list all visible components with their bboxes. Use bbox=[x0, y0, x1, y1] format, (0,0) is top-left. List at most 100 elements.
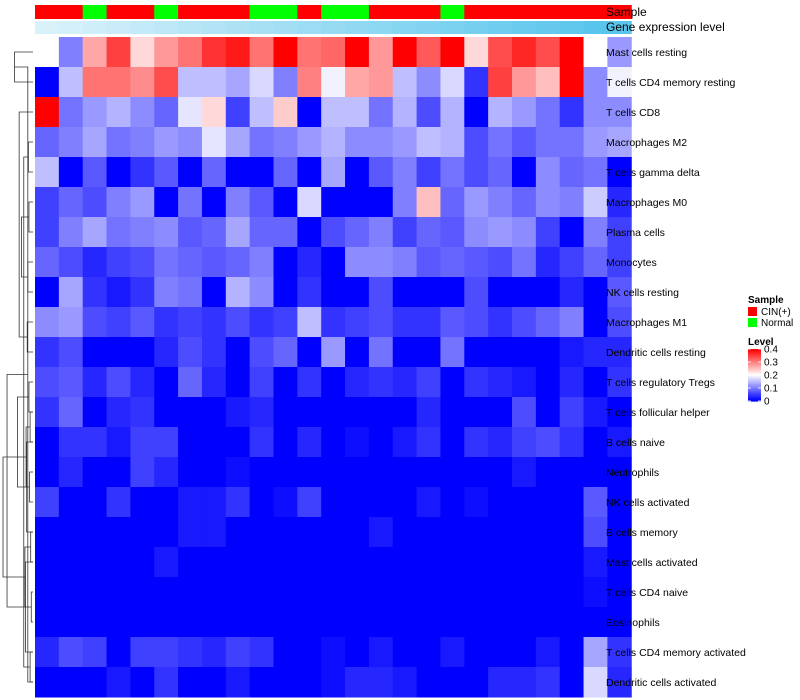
heatmap-cell bbox=[58, 277, 84, 308]
heatmap-cell bbox=[583, 217, 608, 248]
heatmap-cell bbox=[368, 127, 394, 158]
heatmap-cell bbox=[154, 127, 179, 158]
dendrogram-branch bbox=[18, 111, 33, 338]
heatmap-cell bbox=[249, 307, 274, 338]
heatmap-cell bbox=[35, 127, 60, 158]
heatmap-cell bbox=[225, 247, 251, 278]
heatmap-cell bbox=[35, 547, 60, 578]
heatmap-cell bbox=[249, 397, 274, 428]
heatmap-cell bbox=[35, 247, 60, 278]
heatmap-cell bbox=[130, 577, 155, 608]
heatmap-cell bbox=[464, 277, 489, 308]
heatmap-cell bbox=[607, 337, 632, 368]
sample-annotation-cell bbox=[225, 5, 251, 19]
heatmap-cell bbox=[392, 427, 418, 458]
sample-annotation-cell bbox=[535, 5, 561, 19]
heatmap-cell bbox=[321, 607, 346, 638]
gene-expression-annotation-cell bbox=[416, 21, 441, 34]
heatmap-cell bbox=[249, 457, 274, 488]
heatmap-cell bbox=[297, 367, 322, 398]
heatmap-cell bbox=[154, 667, 179, 698]
heatmap-cell bbox=[559, 427, 585, 458]
heatmap-cell bbox=[273, 247, 298, 278]
heatmap-cell bbox=[368, 577, 394, 608]
heatmap-cell bbox=[535, 67, 561, 98]
heatmap-cell bbox=[273, 307, 298, 338]
heatmap-cell bbox=[58, 247, 84, 278]
heatmap-cell bbox=[201, 457, 227, 488]
heatmap-cell bbox=[488, 367, 513, 398]
heatmap-cell bbox=[583, 667, 608, 698]
heatmap-cell bbox=[249, 487, 274, 518]
heatmap-cell bbox=[535, 367, 561, 398]
heatmap-cell bbox=[321, 127, 346, 158]
heatmap-cell bbox=[249, 607, 274, 638]
row-label: T cells CD8 bbox=[606, 107, 660, 119]
heatmap-cell bbox=[392, 367, 418, 398]
heatmap-cell bbox=[440, 637, 465, 668]
heatmap-cell bbox=[130, 97, 155, 128]
heatmap-cell bbox=[82, 157, 108, 188]
gene-expression-annotation-cell bbox=[559, 21, 585, 34]
heatmap-cell bbox=[35, 487, 60, 518]
heatmap-cell bbox=[178, 427, 203, 458]
heatmap-cell bbox=[368, 277, 394, 308]
heatmap-cell bbox=[225, 97, 251, 128]
level-legend-gradient-step bbox=[748, 362, 761, 364]
heatmap-cell bbox=[607, 457, 632, 488]
heatmap-cell bbox=[464, 487, 489, 518]
heatmap-cell bbox=[535, 37, 561, 68]
heatmap-cell bbox=[130, 457, 155, 488]
heatmap-cell bbox=[58, 577, 84, 608]
heatmap-cell bbox=[273, 427, 298, 458]
heatmap-cell bbox=[392, 277, 418, 308]
heatmap-cell bbox=[201, 547, 227, 578]
heatmap-cell bbox=[297, 67, 322, 98]
heatmap-cell bbox=[321, 37, 346, 68]
level-legend-gradient-step bbox=[748, 355, 761, 358]
gene-expression-annotation-cell bbox=[321, 21, 346, 34]
level-legend-tick-label: 0.3 bbox=[764, 358, 778, 369]
heatmap-cell bbox=[464, 67, 489, 98]
heatmap-cell bbox=[225, 37, 251, 68]
heatmap-cell bbox=[178, 577, 203, 608]
level-legend-gradient-step bbox=[748, 389, 761, 392]
row-label: Dendritic cells activated bbox=[606, 677, 716, 689]
heatmap-cell bbox=[583, 307, 608, 338]
heatmap-cell bbox=[559, 217, 585, 248]
heatmap-cell bbox=[345, 397, 370, 428]
heatmap-cell bbox=[58, 607, 84, 638]
heatmap-cell bbox=[130, 547, 155, 578]
level-legend-gradient-step bbox=[748, 385, 761, 388]
level-legend-gradient-step bbox=[748, 393, 761, 396]
heatmap-cell bbox=[512, 637, 537, 668]
heatmap-cell bbox=[512, 487, 537, 518]
gene-expression-annotation-cell bbox=[273, 21, 298, 34]
heatmap-cell bbox=[488, 397, 513, 428]
heatmap-cell bbox=[512, 577, 537, 608]
heatmap-cell bbox=[154, 517, 179, 548]
heatmap-cell bbox=[583, 157, 608, 188]
level-legend-gradient-step bbox=[748, 351, 761, 354]
heatmap-cell bbox=[154, 397, 179, 428]
heatmap-cell bbox=[464, 157, 489, 188]
heatmap-cell bbox=[201, 307, 227, 338]
sample-annotation-cell bbox=[201, 5, 227, 19]
dendrogram-branch bbox=[29, 651, 33, 683]
heatmap-cell bbox=[416, 577, 441, 608]
heatmap-cell bbox=[58, 547, 84, 578]
heatmap-cell bbox=[583, 457, 608, 488]
heatmap-cell bbox=[225, 517, 251, 548]
heatmap-cell bbox=[583, 367, 608, 398]
heatmap-cell bbox=[273, 127, 298, 158]
heatmap-cell bbox=[82, 397, 108, 428]
level-legend-gradient-step bbox=[748, 397, 761, 399]
heatmap-cell bbox=[201, 97, 227, 128]
heatmap-cell bbox=[512, 97, 537, 128]
heatmap-cell bbox=[58, 217, 84, 248]
heatmap-cell bbox=[297, 517, 322, 548]
heatmap-cell bbox=[249, 67, 274, 98]
heatmap-cell bbox=[392, 127, 418, 158]
heatmap-cell bbox=[368, 487, 394, 518]
level-legend-gradient-step bbox=[748, 386, 761, 389]
